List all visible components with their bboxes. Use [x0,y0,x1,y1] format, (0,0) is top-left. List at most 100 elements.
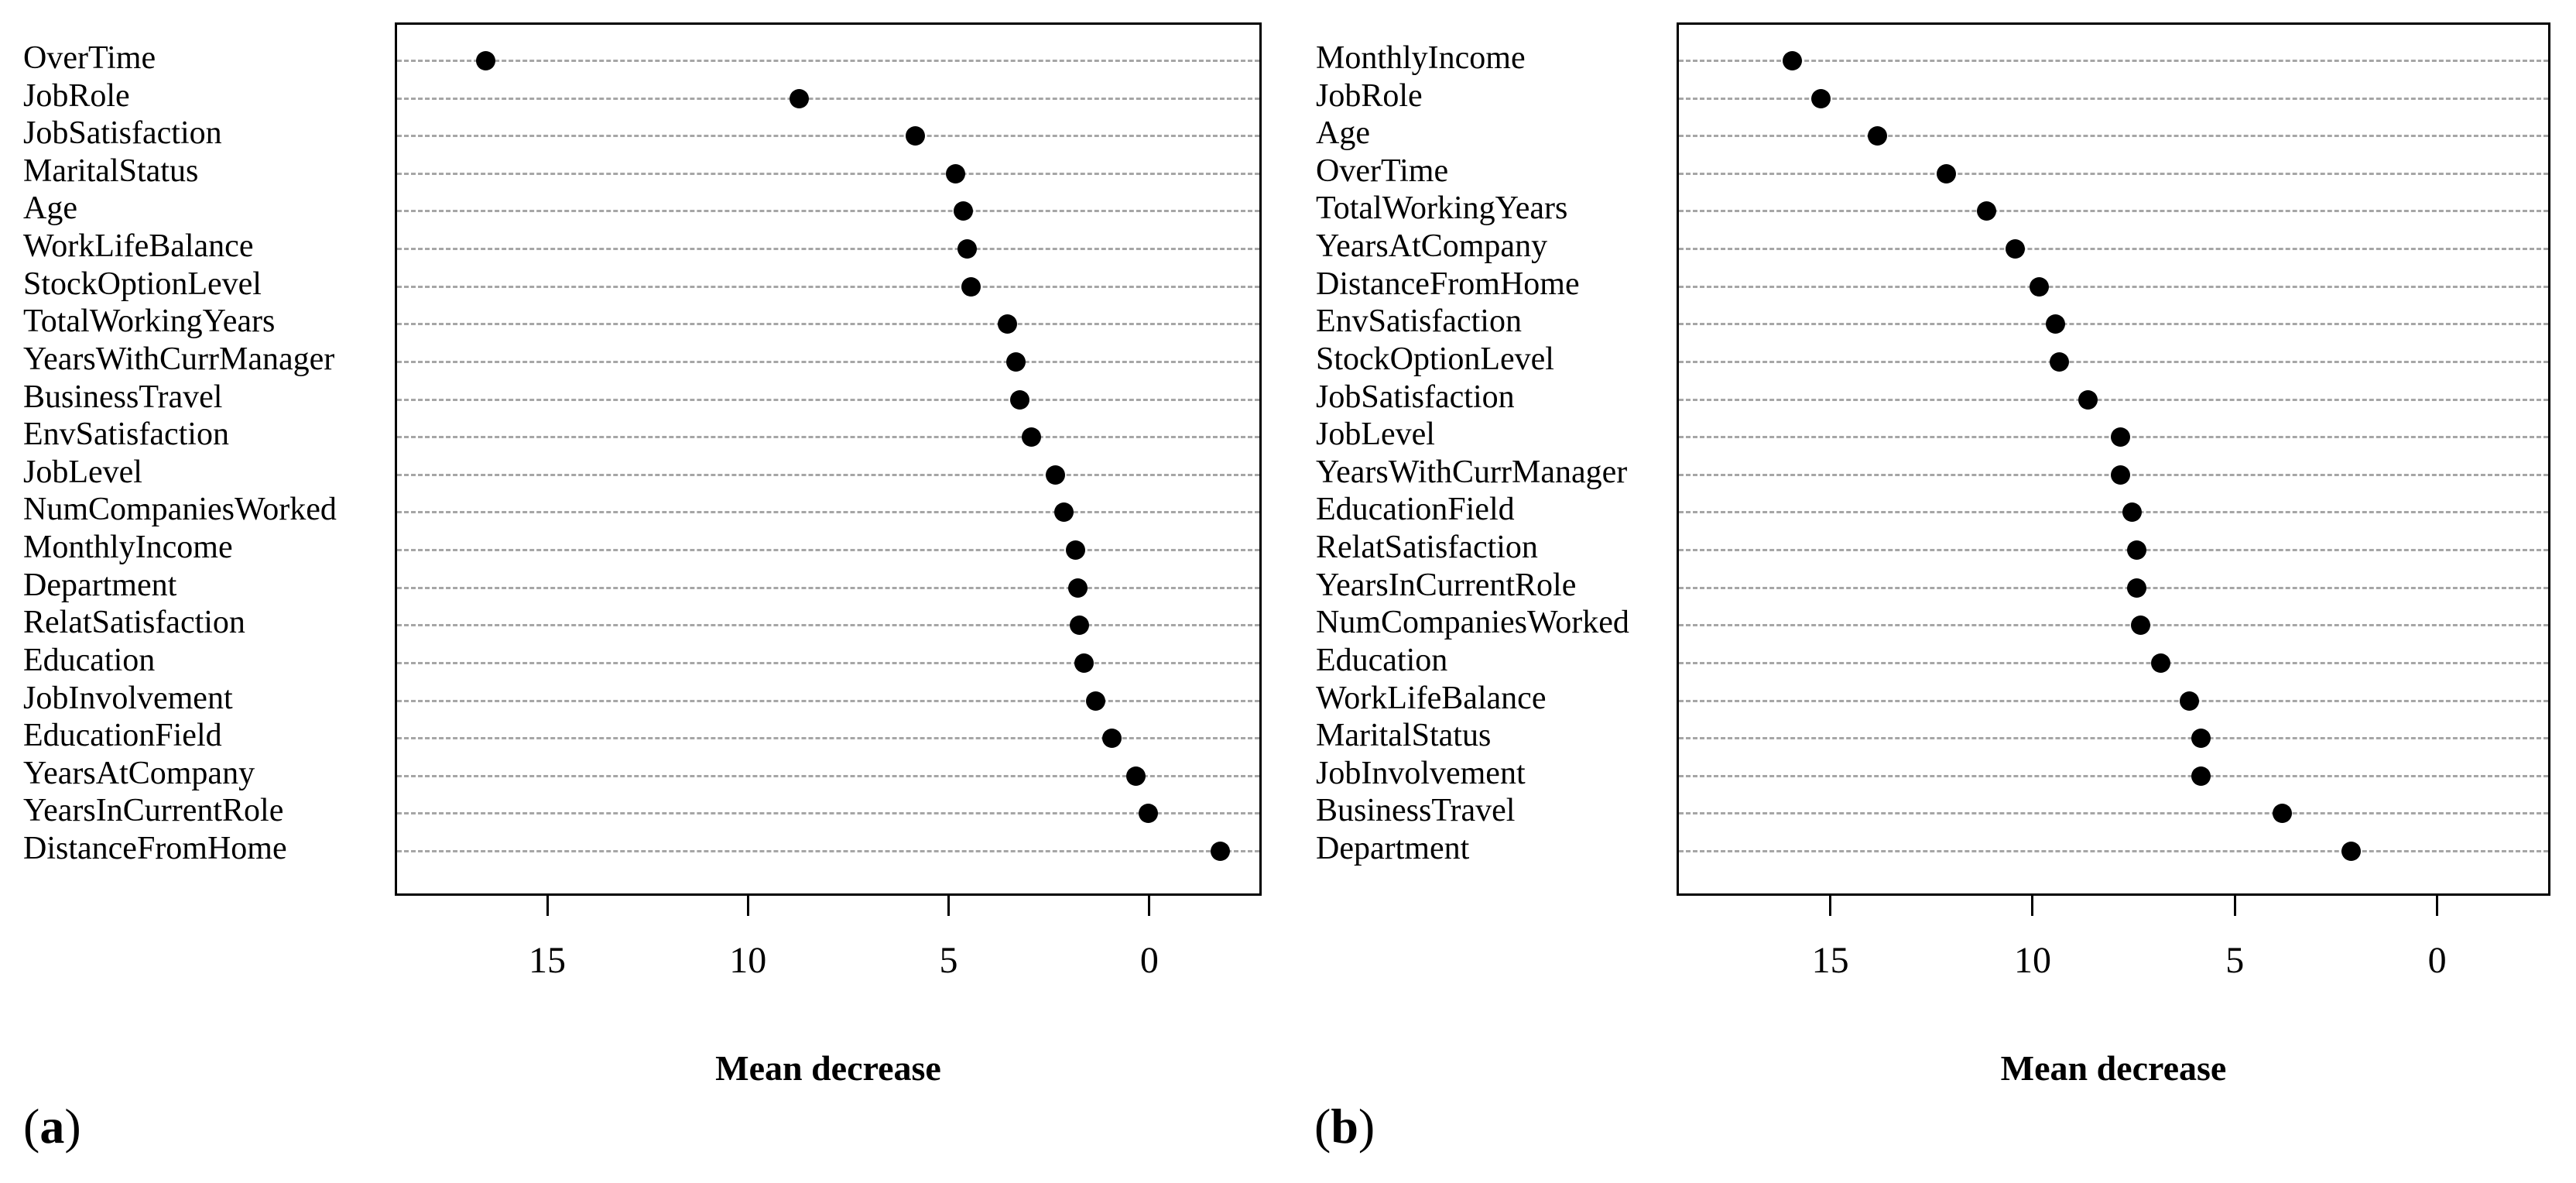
axis-tick-label: 5 [939,940,958,981]
gridline [397,699,1259,702]
category-label: TotalWorkingYears [1316,190,1568,227]
gridline [1679,737,2548,740]
gridline [397,549,1259,552]
gridline [397,661,1259,664]
category-label: YearsInCurrentRole [23,793,284,829]
gridline [1679,172,2548,175]
data-dot [1783,51,1803,70]
data-dot [961,276,981,297]
category-label: BusinessTravel [1316,793,1516,829]
category-label: YearsWithCurrManager [23,341,335,377]
data-dot [1086,691,1106,711]
gridline [1679,323,2548,326]
data-dot [476,51,496,70]
caption-close-paren: ) [64,1099,81,1154]
data-dot [2150,653,2170,673]
gridline [1679,586,2548,589]
axis-tick-label: 15 [1811,940,1849,981]
category-label: EnvSatisfaction [1316,303,1522,340]
gridline [397,97,1259,100]
category-label: Age [23,190,77,227]
gridline [397,360,1259,363]
category-label: YearsAtCompany [1316,228,1548,265]
data-dot [2191,729,2211,749]
category-label: EducationField [23,718,222,754]
category-label: Department [1316,831,1470,866]
data-dot [1074,653,1094,673]
axis-tick-label: 10 [729,940,767,981]
axis-tick [2436,896,2439,916]
gridline [397,248,1259,251]
axis-tick-label: 0 [1139,940,1159,981]
data-dot [2046,314,2066,334]
category-label: WorkLifeBalance [1316,680,1547,716]
data-dot [2078,389,2098,410]
data-dot [1977,201,1997,221]
data-dot [2191,766,2211,786]
gridline [1679,210,2548,213]
caption-open-paren: ( [23,1099,40,1154]
category-label: JobRole [23,77,130,114]
gridline [1679,60,2548,62]
data-dot [2005,239,2025,259]
data-dot [2050,351,2070,372]
category-label: JobSatisfaction [1316,379,1515,415]
data-dot [957,239,978,259]
gridline [1679,549,2548,552]
data-dot [1868,126,1888,146]
gridline [397,60,1259,62]
gridline [1679,774,2548,777]
category-label: OverTime [1316,153,1449,189]
data-dot [1810,88,1831,108]
gridline [397,586,1259,589]
x-axis-title-a: Mean decrease [715,1048,941,1088]
axis-tick-label: 15 [529,940,567,981]
gridline [1679,97,2548,100]
category-label: MaritalStatus [23,153,199,189]
caption-letter: a [39,1099,65,1154]
category-label: TotalWorkingYears [23,303,276,340]
category-label: RelatSatisfaction [23,605,245,641]
data-dot [2110,427,2130,447]
data-dot [905,126,925,146]
x-axis-title-b: Mean decrease [2000,1048,2227,1088]
data-dot [1066,540,1086,561]
data-dot [1067,578,1088,598]
data-dot [945,163,965,183]
category-label: JobSatisfaction [23,115,222,152]
axis-tick [2233,896,2236,916]
gridline [397,210,1259,213]
gridline [397,172,1259,175]
figure-caption-a: (a) [23,1099,81,1154]
category-label: JobRole [1316,77,1423,114]
data-dot [2126,540,2146,561]
category-label: JobInvolvement [1316,755,1526,791]
data-dot [1138,804,1158,824]
data-dot [1101,729,1122,749]
data-dot [1126,766,1146,786]
gridline [1679,850,2548,852]
figure-caption-b: (b) [1314,1099,1375,1154]
data-dot [2030,276,2050,297]
category-label: YearsAtCompany [23,755,255,791]
gridline [1679,398,2548,401]
data-dot [2122,502,2143,523]
plot-area-b [1677,22,2550,896]
category-label: MonthlyIncome [23,530,233,566]
category-label: Education [1316,642,1448,678]
gridline [397,774,1259,777]
category-label: NumCompaniesWorked [1316,605,1629,641]
gridline [1679,699,2548,702]
gridline [1679,624,2548,627]
axis-tick [1829,896,1832,916]
data-dot [2130,616,2150,636]
gridline [1679,661,2548,664]
axis-tick-label: 5 [2225,940,2245,981]
category-label: Department [23,567,177,603]
category-label: Education [23,642,156,678]
category-label: StockOptionLevel [23,266,262,302]
category-label: Age [1316,115,1370,152]
gridline [1679,360,2548,363]
category-label: BusinessTravel [23,379,223,415]
gridline [1679,248,2548,251]
